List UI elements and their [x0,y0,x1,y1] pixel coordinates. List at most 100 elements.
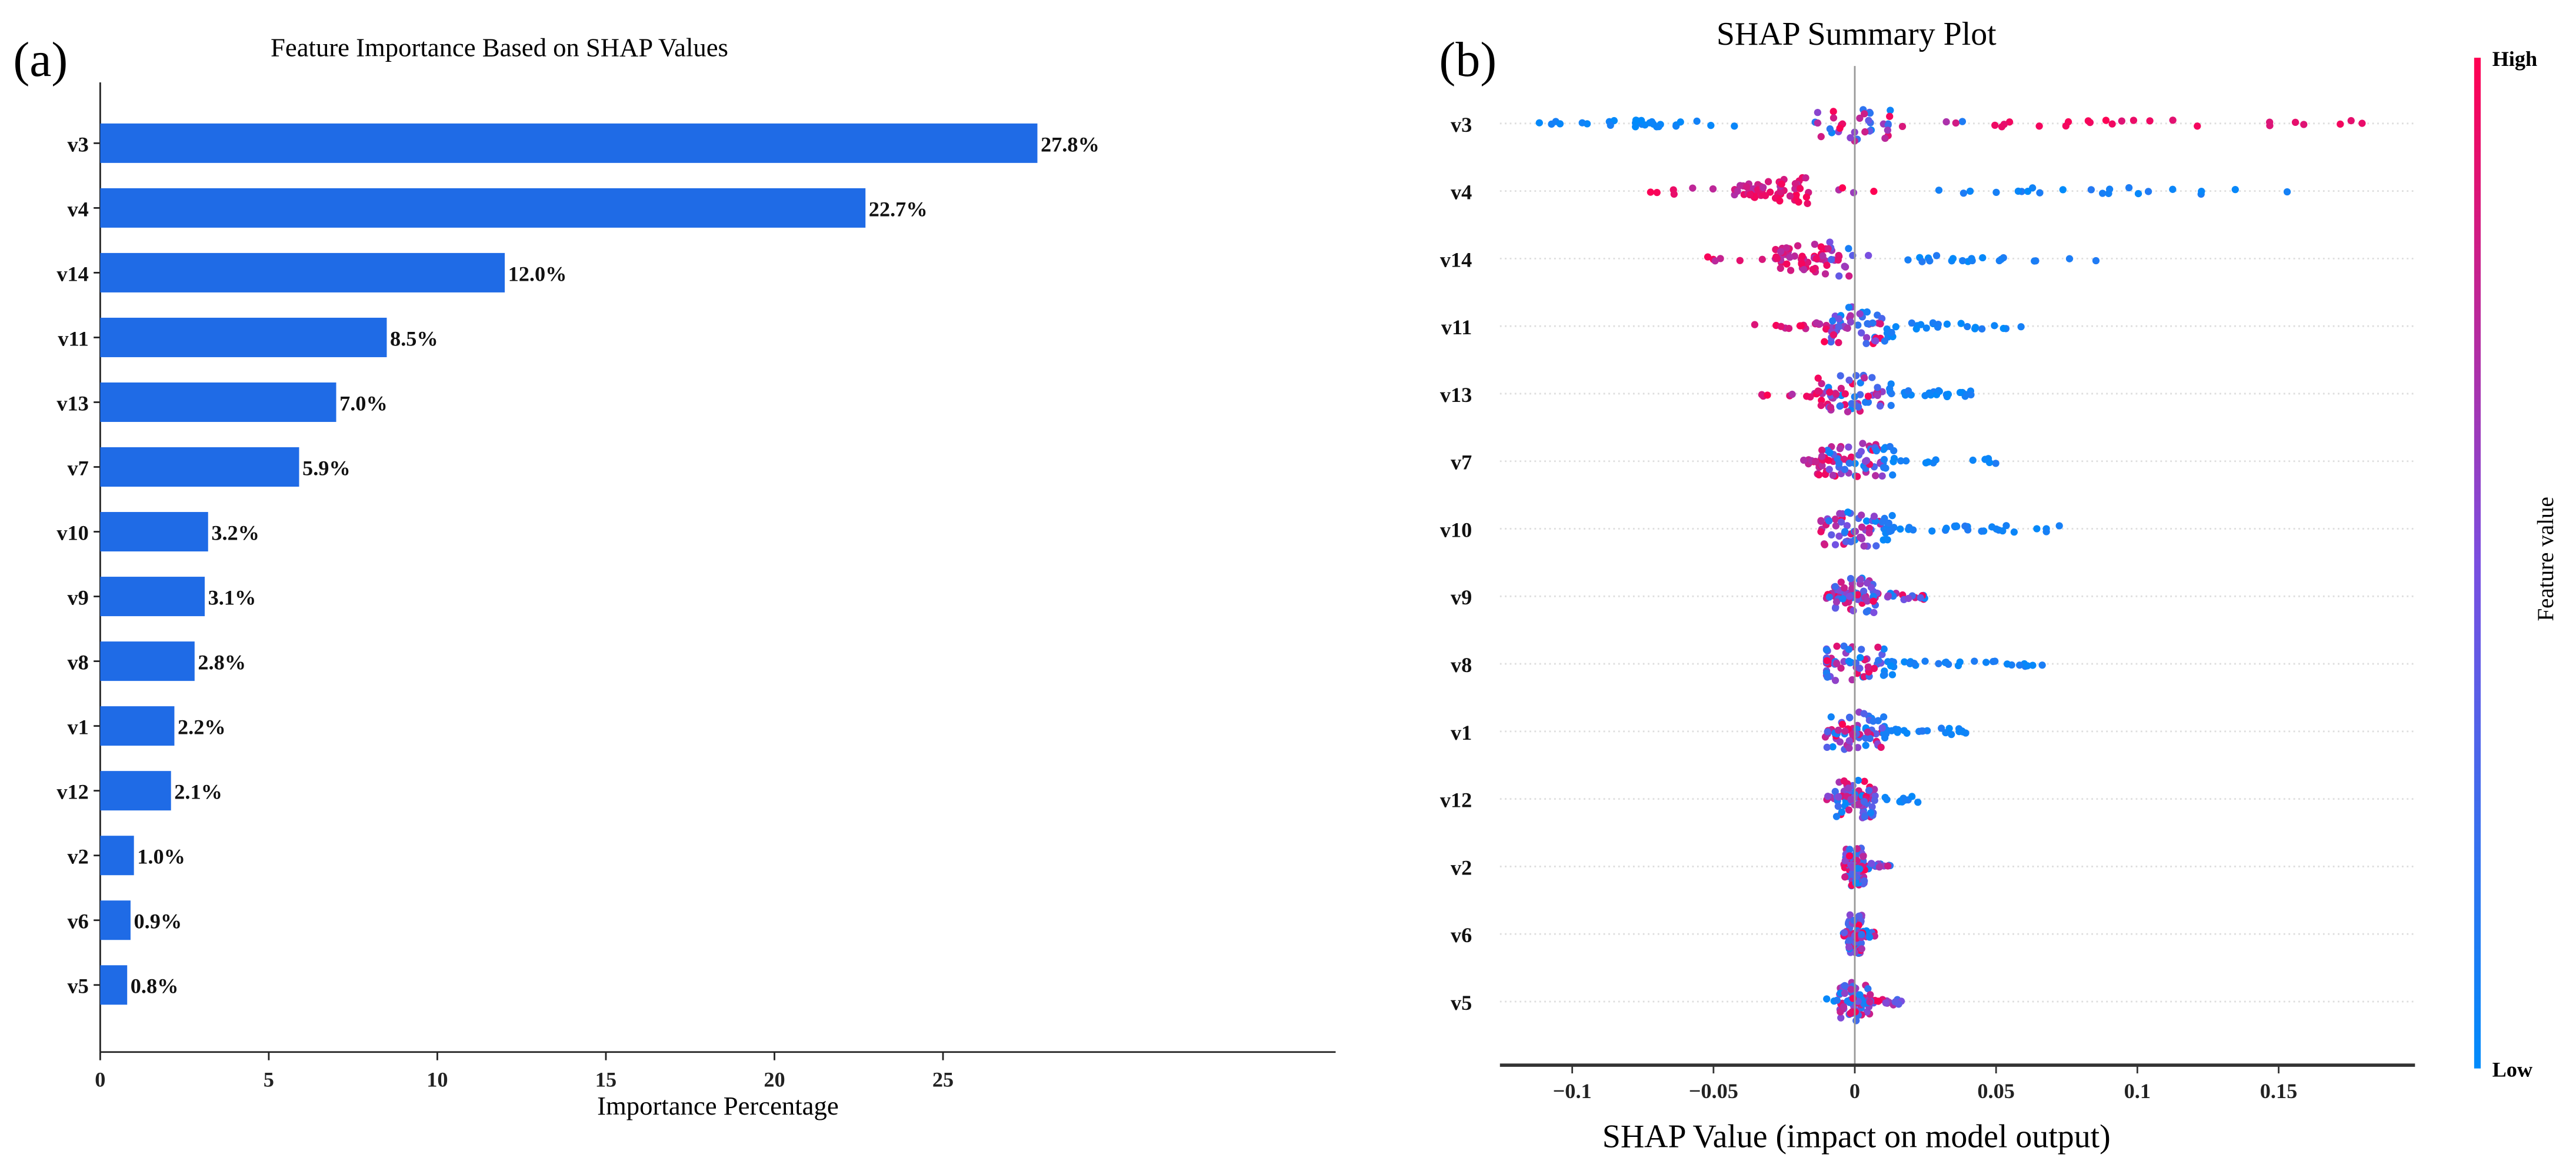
shap-point-v11 [1829,331,1838,339]
shap-point-v10 [1905,524,1913,531]
shap-point-v3 [2337,120,2344,128]
bar-v9 [100,577,205,617]
shap-point-v4 [2144,188,2152,195]
shap-point-v11 [1922,324,1930,332]
shap-point-v14 [1959,257,1967,265]
shap-point-v3 [1556,120,1564,128]
shap-point-v3 [1826,125,1834,133]
shap-point-v3 [1535,119,1543,127]
shap-point-v7 [1890,447,1898,455]
shap-point-v3 [2118,117,2125,125]
shap-point-v2 [1868,860,1875,867]
bar-v13 [100,382,336,422]
shap-point-v12 [1914,799,1922,806]
shap-point-v7 [1889,471,1897,479]
shap-point-v8 [1880,645,1888,653]
shap-point-v12 [1883,796,1891,803]
shap-point-v12 [1844,784,1852,792]
shap-point-v6 [1840,929,1848,937]
colorbar-title: Feature value [2533,497,2558,621]
shap-point-v3 [2291,118,2300,127]
shap-point-v14 [1821,270,1829,278]
bar-data-label: 12.0% [508,262,567,285]
shap-point-v7 [1880,455,1888,464]
shap-point-v11 [1888,328,1895,337]
shap-point-v10 [1978,527,1985,535]
shap-point-v11 [1908,319,1916,327]
bar-v1 [100,706,175,746]
shap-point-v1 [1854,744,1862,751]
shap-point-v9 [1884,592,1892,600]
y-tick-label: v6 [68,910,89,933]
panel-b-label: (b) [1439,32,1497,87]
shap-point-v10 [1832,522,1840,530]
shap-point-v10 [1878,518,1886,526]
shap-point-v10 [2010,528,2018,536]
shap-point-v11 [1864,320,1871,328]
shap-point-v3 [1578,119,1586,127]
feature-label: v13 [1440,383,1472,407]
shap-point-v9 [1905,594,1912,603]
bar-data-label: 0.8% [131,975,179,998]
shap-point-v12 [1832,813,1841,820]
shap-point-v11 [1964,322,1971,331]
shap-point-v9 [1840,584,1848,592]
shap-point-v5 [1839,1003,1848,1010]
shap-point-v9 [1869,597,1877,605]
shap-x-tick-label: 0.1 [2124,1079,2151,1103]
bar-v2 [100,836,134,876]
shap-point-v9 [1832,598,1841,606]
shap-point-v9 [1831,604,1839,612]
shap-point-v4 [1778,180,1785,188]
shap-point-v5 [1882,999,1889,1007]
shap-point-v3 [1707,122,1715,129]
shap-point-v13 [1764,391,1771,399]
shap-point-v11 [1812,319,1821,327]
shap-point-v3 [1861,128,1869,136]
shap-point-v12 [1901,796,1909,804]
shap-point-v10 [1897,525,1904,533]
shap-point-v12 [1845,806,1853,814]
shap-point-v13 [1836,403,1844,410]
shap-point-v9 [1854,591,1861,598]
shap-point-v10 [1865,529,1873,537]
shap-point-v4 [2134,189,2142,198]
shap-point-v13 [1874,384,1881,391]
shap-point-v4 [1734,187,1741,195]
shap-point-v4 [1689,184,1697,192]
shap-point-v12 [1831,787,1839,796]
shap-point-v7 [1878,472,1886,480]
shap-point-v13 [1788,390,1796,398]
shap-point-v10 [1837,518,1845,526]
shap-point-v13 [1861,374,1868,382]
shap-point-v3 [1861,110,1868,118]
shap-point-v14 [2065,255,2074,262]
shap-point-v11 [1881,337,1888,345]
bar-v10 [100,512,208,552]
shap-point-v1 [1879,730,1888,737]
shap-point-v7 [1825,457,1832,464]
shap-point-v4 [1796,185,1804,192]
shap-point-v14 [1823,261,1831,269]
shap-point-v4 [2059,186,2067,194]
shap-point-v4 [2098,189,2107,197]
shap-x-label: SHAP Value (impact on model output) [1602,1119,2111,1155]
shap-point-v10 [1860,542,1868,550]
panel-b: (b) SHAP Summary Plot v3v4v14v11v13v7v10… [1439,16,2558,1155]
shap-point-v8 [1888,671,1897,679]
shap-point-v14 [1812,255,1820,262]
shap-point-v14 [1841,262,1848,270]
shap-point-v13 [1814,387,1822,395]
shap-point-v11 [1785,324,1793,332]
shap-point-v3 [1632,123,1639,131]
shap-point-v3 [1942,118,1950,126]
shap-point-v2 [1861,877,1868,885]
shap-point-v13 [1848,400,1855,407]
shap-point-v4 [2106,185,2114,193]
shap-point-v14 [1826,238,1834,246]
shap-point-v1 [1888,727,1895,734]
shap-point-v8 [1935,660,1942,667]
shap-point-v3 [1836,124,1844,132]
shap-point-v8 [2024,662,2031,670]
